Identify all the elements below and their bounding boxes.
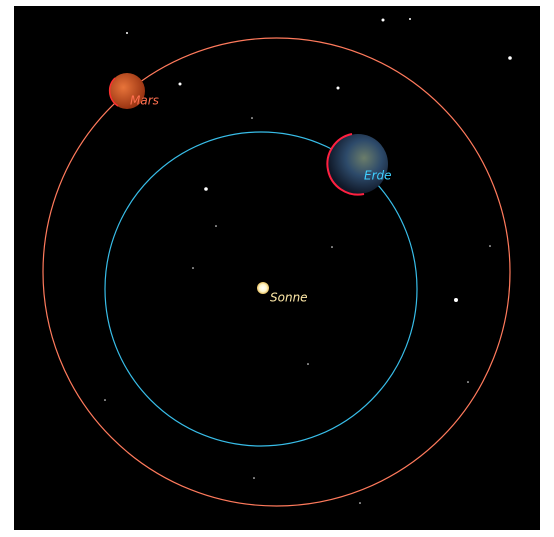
orbit-view: Sonne Erde Mars [0,0,554,537]
sun [257,282,269,294]
earth-label: Erde [364,169,392,183]
mars-label: Mars [130,94,159,108]
sun-label: Sonne [270,291,308,305]
space-background [14,6,540,530]
page: Sonne Erde Mars (() => { const data = JS… [0,0,554,537]
